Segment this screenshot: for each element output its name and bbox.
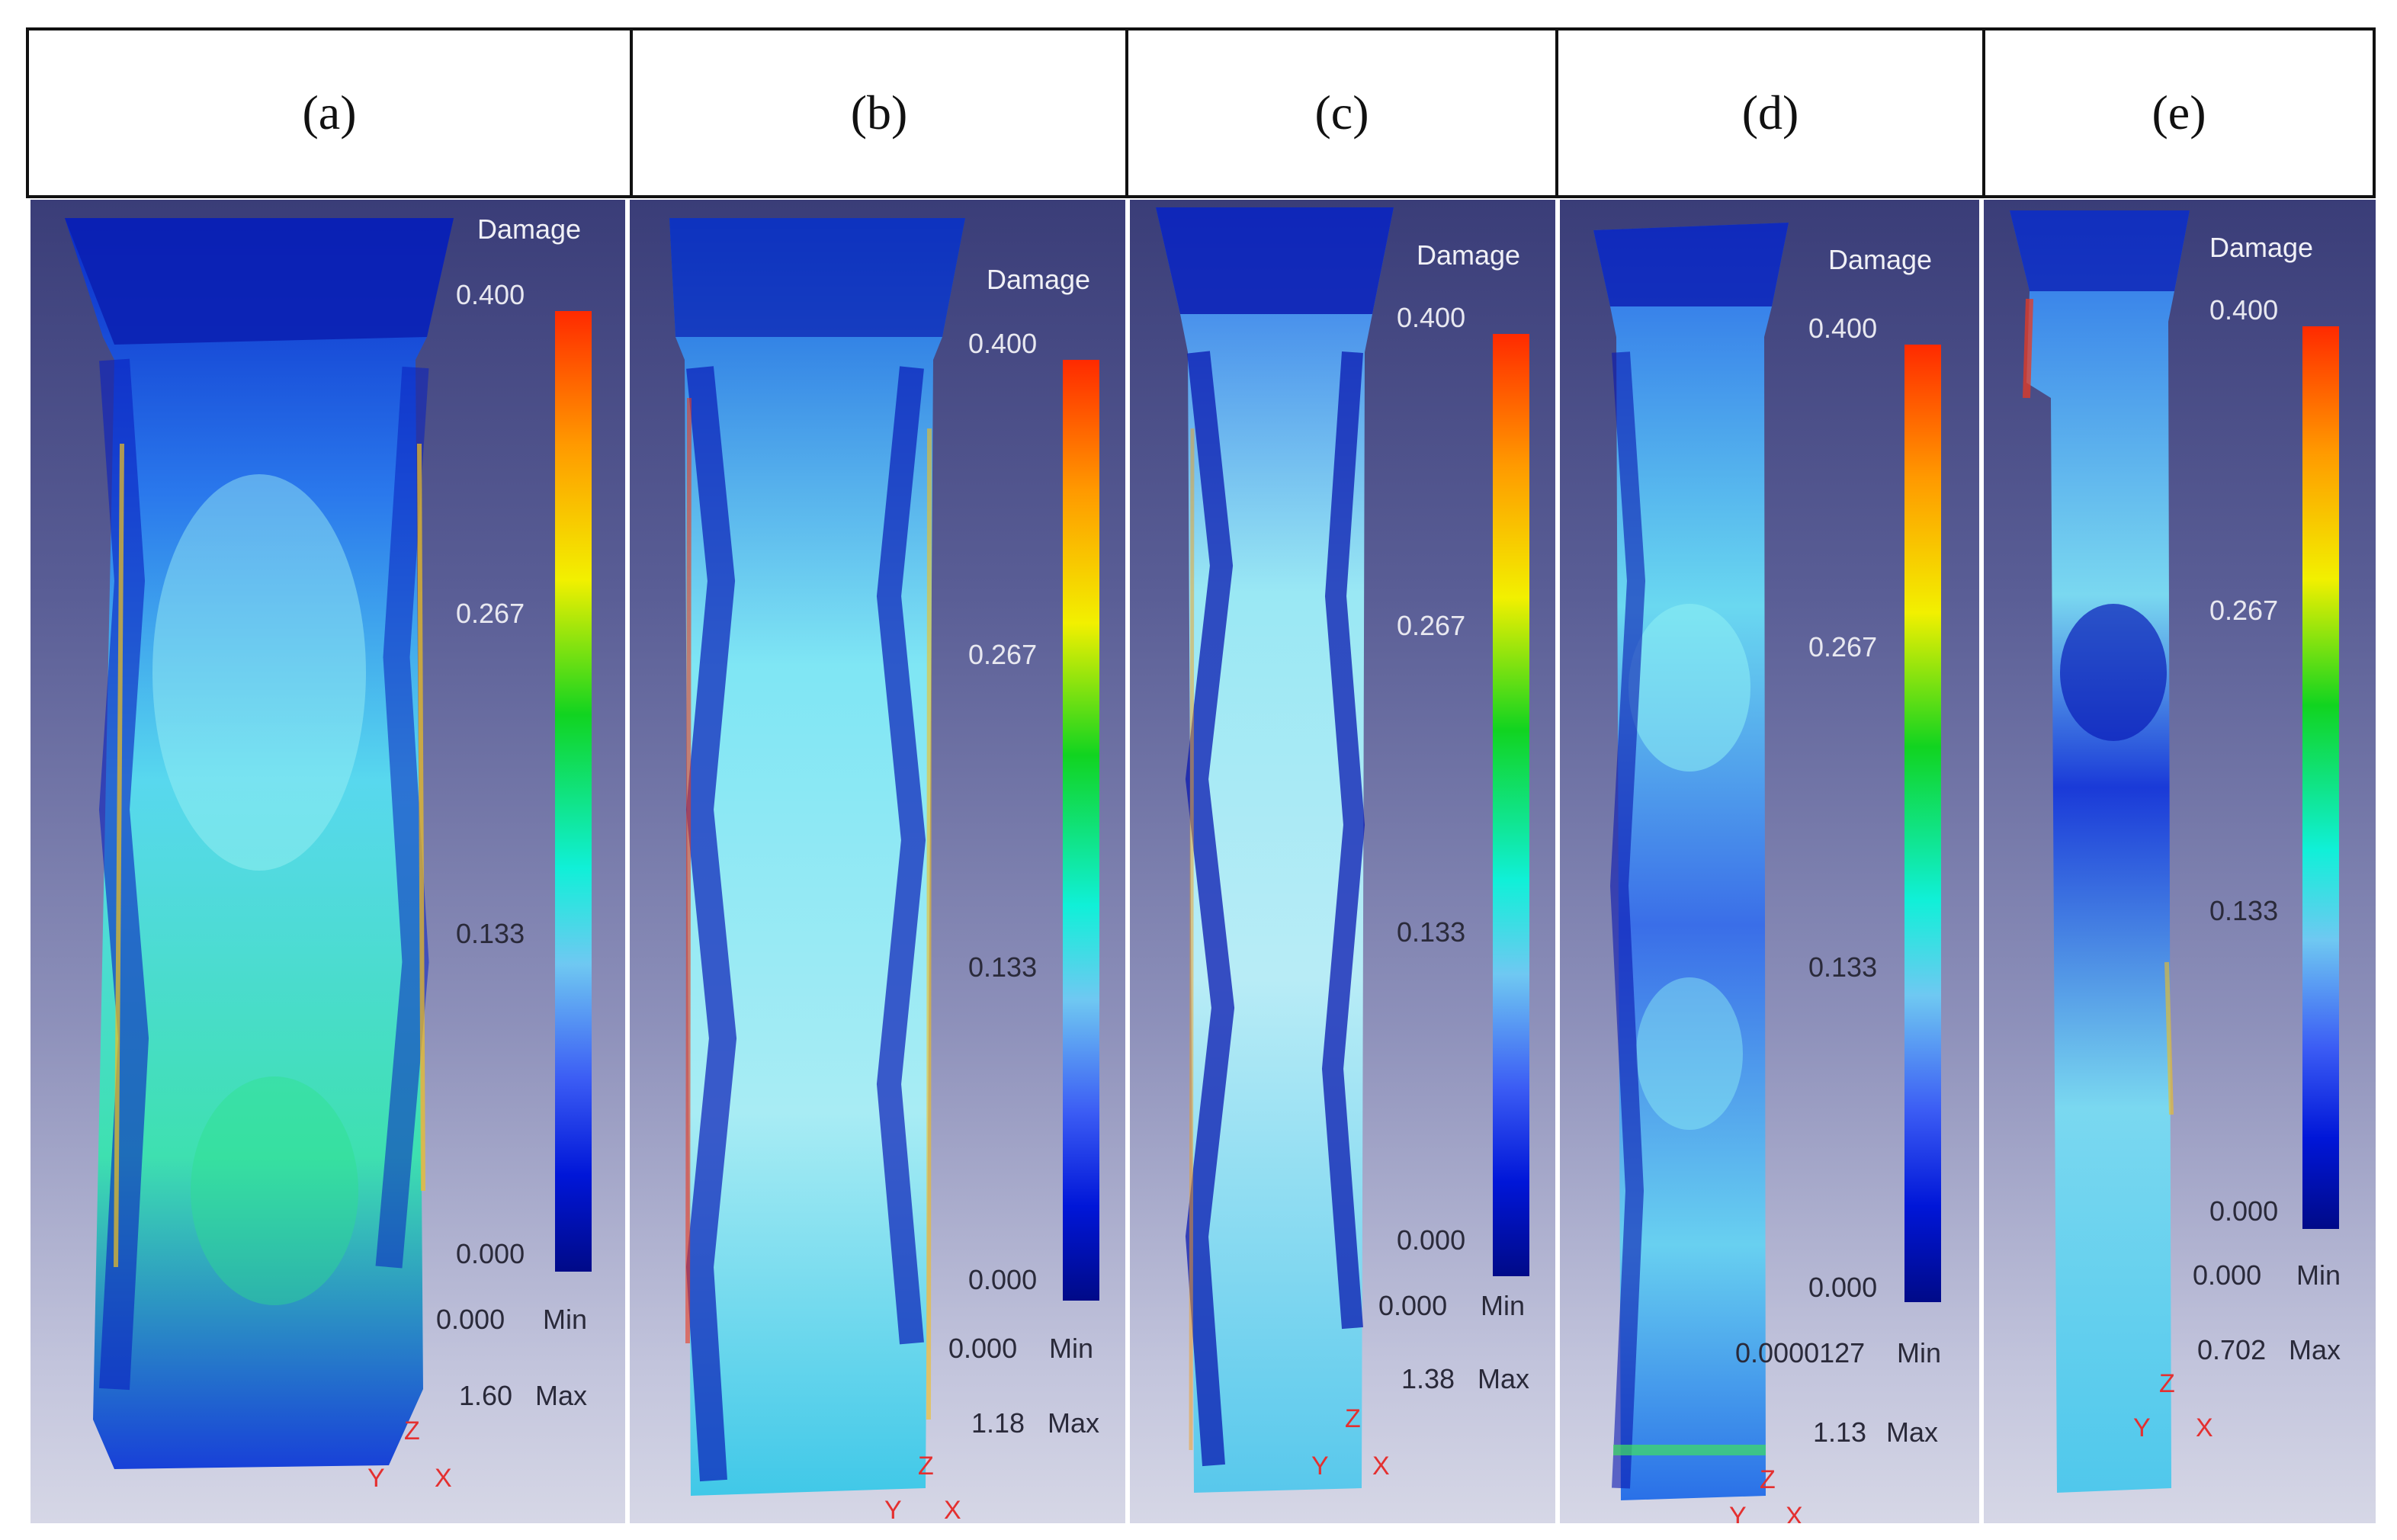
colorbar-b: [1063, 360, 1099, 1301]
label-e: (e): [2152, 85, 2206, 140]
tick-a-0: 0.400: [456, 279, 525, 310]
axis-y-b: Y: [884, 1496, 902, 1523]
panel-c: Damage 0.400 0.267 0.133 0.000 0.000 Min…: [1130, 200, 1555, 1523]
axis-x-e: X: [2196, 1413, 2213, 1442]
min-value-e: 0.000: [2193, 1259, 2262, 1291]
tick-c-1: 0.267: [1397, 610, 1466, 641]
tick-c-3: 0.000: [1397, 1224, 1466, 1256]
tick-b-1: 0.267: [968, 639, 1038, 670]
max-value-a: 1.60: [459, 1380, 513, 1411]
tick-b-3: 0.000: [968, 1264, 1038, 1295]
min-value-d: 0.0000127: [1735, 1337, 1866, 1368]
axis-z-b: Z: [918, 1452, 934, 1481]
colorbar-e: [2302, 326, 2339, 1229]
tick-e-3: 0.000: [2209, 1195, 2279, 1227]
min-value-c: 0.000: [1378, 1290, 1448, 1321]
tick-e-2: 0.133: [2209, 895, 2279, 926]
min-value-a: 0.000: [436, 1304, 505, 1335]
max-value-e: 0.702: [2197, 1334, 2267, 1365]
panel-a: Damage 0.400 0.267 0.133 0.000 0.000 Min…: [30, 200, 625, 1523]
legend-title-a: Damage: [477, 213, 582, 245]
tick-e-0: 0.400: [2209, 294, 2279, 326]
label-b: (b): [633, 30, 1128, 195]
axis-x-c: X: [1372, 1452, 1390, 1481]
axis-y-a: Y: [367, 1464, 385, 1493]
tick-c-2: 0.133: [1397, 916, 1466, 948]
axis-z-d: Z: [1760, 1465, 1776, 1494]
specimen-e-image: [2010, 210, 2190, 1493]
legend-title-d: Damage: [1828, 244, 1933, 275]
max-label-c: Max: [1478, 1363, 1530, 1394]
axis-x-a: X: [435, 1464, 452, 1493]
tick-d-3: 0.000: [1808, 1272, 1878, 1303]
legend-title-c: Damage: [1417, 239, 1521, 271]
axis-y-e: Y: [2133, 1413, 2151, 1442]
min-label-b: Min: [1049, 1333, 1094, 1364]
tick-a-3: 0.000: [456, 1238, 525, 1269]
label-c: (c): [1128, 30, 1558, 195]
label-d: (d): [1558, 30, 1985, 195]
min-label-c: Min: [1481, 1290, 1526, 1321]
tick-d-1: 0.267: [1808, 631, 1878, 663]
min-label-e: Min: [2296, 1259, 2341, 1291]
colorbar-a: [555, 311, 592, 1272]
max-label-a: Max: [535, 1380, 588, 1411]
specimen-a-image: [65, 218, 454, 1469]
tick-d-0: 0.400: [1808, 313, 1878, 344]
axis-z-e: Z: [2159, 1369, 2175, 1398]
colorbar-c: [1493, 334, 1529, 1276]
axis-z-a: Z: [404, 1416, 420, 1445]
label-a: (a): [29, 30, 633, 195]
specimen-b-image: [669, 218, 965, 1496]
min-value-b: 0.000: [948, 1333, 1018, 1364]
axis-x-b: X: [944, 1496, 961, 1523]
legend-title-b: Damage: [987, 264, 1091, 295]
panel-e: Damage 0.400 0.267 0.133 0.000 0.000 Min…: [1984, 200, 2376, 1523]
tick-b-0: 0.400: [968, 328, 1038, 359]
axis-x-d: X: [1786, 1502, 1803, 1523]
specimen-c-image: [1156, 207, 1394, 1493]
tick-a-1: 0.267: [456, 598, 525, 629]
panel-b: Damage 0.400 0.267 0.133 0.000 0.000 Min…: [630, 200, 1125, 1523]
tick-a-2: 0.133: [456, 918, 525, 949]
max-label-b: Max: [1048, 1407, 1100, 1439]
max-label-d: Max: [1886, 1416, 1939, 1448]
axis-y-d: Y: [1729, 1502, 1747, 1523]
tick-d-2: 0.133: [1808, 951, 1878, 983]
tick-e-1: 0.267: [2209, 595, 2279, 626]
axis-z-c: Z: [1345, 1404, 1361, 1433]
max-value-d: 1.13: [1813, 1416, 1867, 1448]
legend-title-e: Damage: [2209, 232, 2314, 263]
max-label-e: Max: [2289, 1334, 2341, 1365]
axis-y-c: Y: [1311, 1452, 1329, 1481]
min-label-d: Min: [1897, 1337, 1942, 1368]
min-label-a: Min: [543, 1304, 588, 1335]
label-table: (a) (b) (c) (d) (e): [26, 27, 2376, 198]
colorbar-d: [1904, 345, 1941, 1302]
panel-d: Damage 0.400 0.267 0.133 0.000 0.0000127…: [1560, 200, 1979, 1523]
tick-b-2: 0.133: [968, 951, 1038, 983]
tick-c-0: 0.400: [1397, 302, 1466, 333]
max-value-c: 1.38: [1401, 1363, 1455, 1394]
max-value-b: 1.18: [971, 1407, 1025, 1439]
specimen-d-image: [1593, 223, 1789, 1500]
